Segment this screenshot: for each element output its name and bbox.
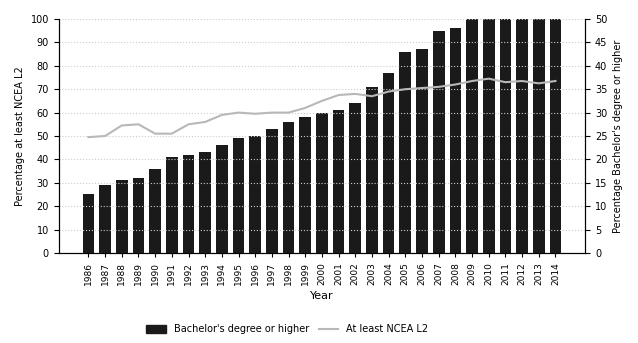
Bar [199, 152, 211, 253]
X-axis label: Year: Year [310, 291, 334, 300]
Bar [483, 17, 494, 253]
Bar [266, 129, 278, 253]
Bar [399, 52, 411, 253]
Bar [549, 0, 561, 253]
Bar [383, 73, 394, 253]
Bar [166, 157, 177, 253]
Bar [216, 145, 228, 253]
Y-axis label: Percentage at least NCEA L2: Percentage at least NCEA L2 [15, 66, 25, 206]
Bar [466, 19, 478, 253]
Bar [82, 194, 94, 253]
Bar [450, 28, 461, 253]
Bar [350, 103, 361, 253]
Bar [299, 117, 311, 253]
Bar [516, 19, 528, 253]
Bar [233, 138, 244, 253]
Bar [283, 122, 294, 253]
Bar [249, 136, 261, 253]
Y-axis label: Percentage Bachelor's degree or higher: Percentage Bachelor's degree or higher [613, 39, 623, 233]
Bar [433, 31, 445, 253]
Bar [316, 113, 328, 253]
Bar [533, 0, 545, 253]
Bar [133, 178, 144, 253]
Bar [116, 180, 128, 253]
Bar [500, 12, 511, 253]
Bar [100, 185, 111, 253]
Bar [182, 155, 195, 253]
Legend: Bachelor's degree or higher, At least NCEA L2: Bachelor's degree or higher, At least NC… [142, 320, 432, 338]
Bar [416, 49, 428, 253]
Bar [333, 110, 345, 253]
Bar [366, 87, 378, 253]
Bar [149, 169, 161, 253]
